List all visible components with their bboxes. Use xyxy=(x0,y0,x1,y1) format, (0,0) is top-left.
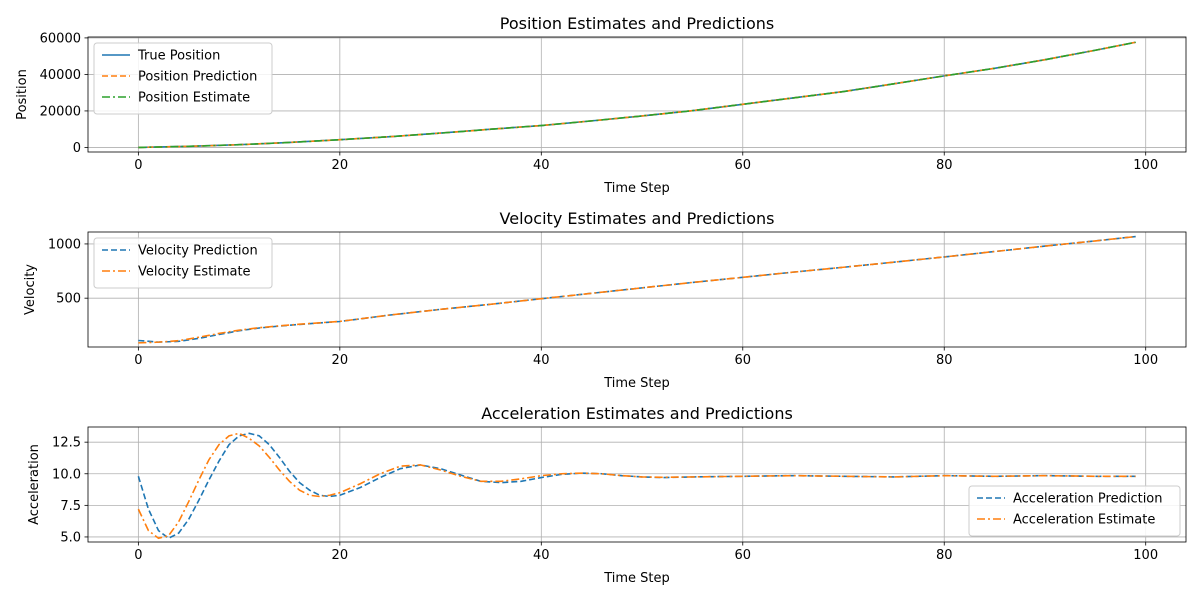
y-tick-label: 7.5 xyxy=(60,499,81,514)
legend-box xyxy=(93,237,273,289)
y-tick-label: 5.0 xyxy=(60,530,81,545)
series-line-position-estimate xyxy=(138,41,1136,149)
legend-label: Velocity Prediction xyxy=(138,244,258,259)
series-line-true-position xyxy=(138,41,1136,149)
legend-label: True Position xyxy=(137,49,220,64)
subplot-1: 0 20 40 60 80 100 0 20000 40000 60000 Position Est… xyxy=(15,14,1187,196)
x-tick-label: 20 xyxy=(332,353,349,368)
x-tick-label: 100 xyxy=(1133,158,1158,173)
axes-frame xyxy=(87,36,1187,153)
x-tick-label: 80 xyxy=(936,353,953,368)
legend-label: Acceleration Prediction xyxy=(1013,492,1163,507)
x-tick-label: 80 xyxy=(936,548,953,563)
y-axis-label: Acceleration xyxy=(27,444,42,525)
series-line-acceleration-prediction xyxy=(137,432,1136,540)
x-tick-label: 0 xyxy=(134,353,142,368)
series-line-velocity-estimate xyxy=(138,235,1136,344)
y-tick-label: 10.0 xyxy=(52,467,81,482)
x-axis-label: Time Step xyxy=(603,376,670,391)
y-tick-label: 20000 xyxy=(40,104,81,119)
y-tick-label: 500 xyxy=(56,292,81,307)
legend-label: Velocity Estimate xyxy=(138,265,251,280)
x-tick-label: 20 xyxy=(332,548,349,563)
legend-label: Acceleration Estimate xyxy=(1013,513,1155,528)
legend-box xyxy=(93,42,273,115)
y-tick-label: 12.5 xyxy=(52,436,81,451)
legend-box xyxy=(968,485,1181,537)
x-axis-label: Time Step xyxy=(603,181,670,196)
y-tick-label: 0 xyxy=(73,141,81,156)
x-tick-label: 60 xyxy=(734,353,751,368)
axes-frame xyxy=(87,426,1187,543)
x-tick-label: 40 xyxy=(533,548,550,563)
series-line-position-prediction xyxy=(138,41,1136,149)
x-tick-label: 60 xyxy=(734,158,751,173)
x-tick-label: 40 xyxy=(533,353,550,368)
x-tick-label: 0 xyxy=(134,548,142,563)
x-axis-label: Time Step xyxy=(603,571,670,586)
subplot-title: Velocity Estimates and Predictions xyxy=(500,209,775,228)
y-tick-label: 1000 xyxy=(48,237,81,252)
axes-frame xyxy=(87,231,1187,348)
legend: Velocity Prediction Velocity Estimate xyxy=(93,237,273,289)
series-line-acceleration-estimate xyxy=(137,432,1136,540)
legend-label: Position Estimate xyxy=(138,91,250,106)
subplot-title: Position Estimates and Predictions xyxy=(500,14,774,33)
x-tick-label: 60 xyxy=(734,548,751,563)
x-tick-label: 0 xyxy=(134,158,142,173)
x-tick-label: 40 xyxy=(533,158,550,173)
y-axis-label: Velocity xyxy=(23,264,38,315)
x-tick-label: 20 xyxy=(332,158,349,173)
y-tick-label: 60000 xyxy=(40,31,81,46)
legend: True Position Position Prediction Position… xyxy=(93,42,273,115)
x-tick-label: 100 xyxy=(1133,353,1158,368)
legend-label: Position Prediction xyxy=(138,70,257,85)
subplot-2: 0 20 40 60 80 100 500 1000 Velocity Estimates an… xyxy=(23,209,1187,391)
x-tick-label: 100 xyxy=(1133,548,1158,563)
y-tick-label: 40000 xyxy=(40,68,81,83)
subplot-3: 0 20 40 60 80 100 5.0 7.5 10.0 12.5 Acceleration E… xyxy=(27,404,1187,586)
legend: Acceleration Prediction Acceleration Esti… xyxy=(968,485,1181,537)
x-tick-label: 80 xyxy=(936,158,953,173)
subplot-title: Acceleration Estimates and Predictions xyxy=(481,404,793,423)
y-axis-label: Position xyxy=(15,69,30,120)
